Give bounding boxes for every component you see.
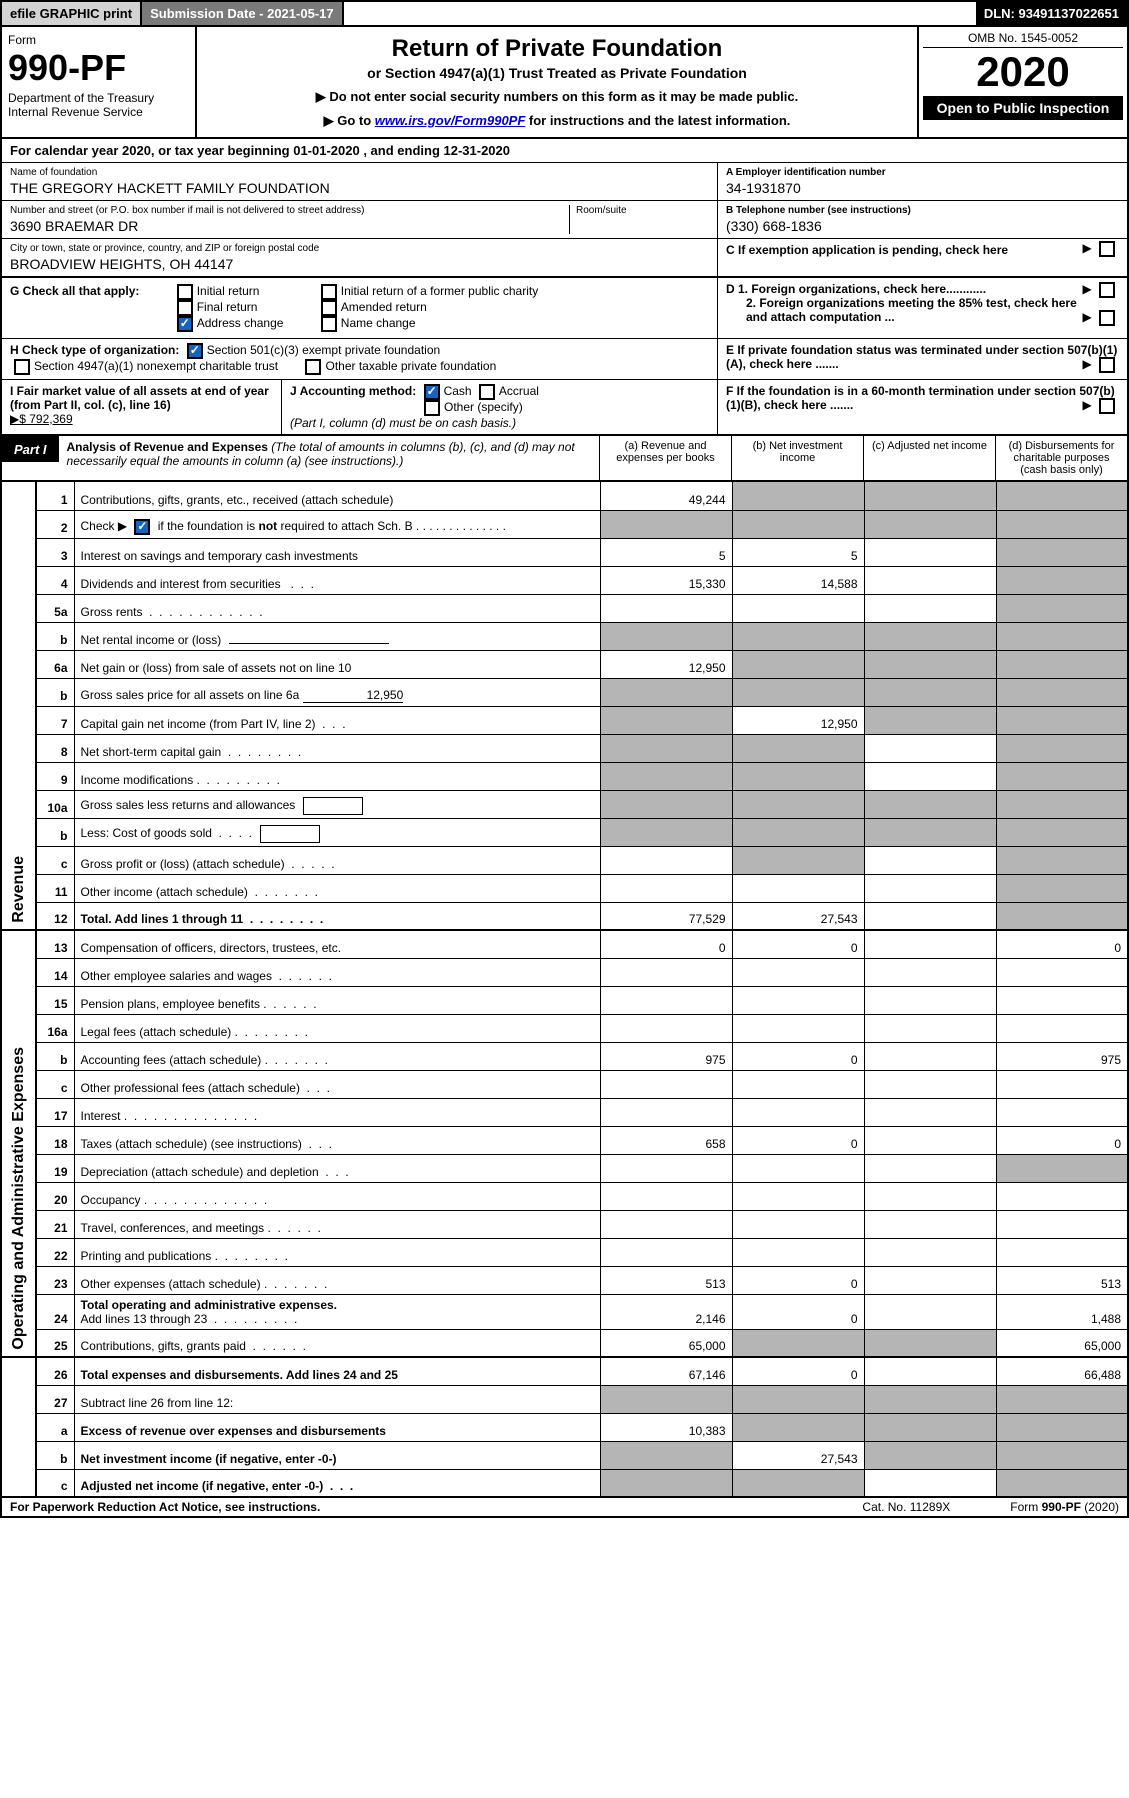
top-bar: efile GRAPHIC print Submission Date - 20… [0,0,1129,27]
f-check[interactable] [1099,398,1115,414]
col-b: (b) Net investment income [731,436,863,480]
name-cell: Name of foundation THE GREGORY HACKETT F… [2,163,717,201]
revenue-side: Revenue [10,856,28,923]
form-label: Form [8,33,189,47]
submission-date: Submission Date - 2021-05-17 [142,2,344,25]
h-block: H Check type of organization: Section 50… [2,339,717,379]
h1-check[interactable] [187,343,203,359]
city-cell: City or town, state or province, country… [2,239,717,276]
addr-cell: Number and street (or P.O. box number if… [2,201,717,239]
col-c: (c) Adjusted net income [863,436,995,480]
f-block: F If the foundation is in a 60-month ter… [717,380,1127,434]
info-block: Name of foundation THE GREGORY HACKETT F… [0,162,1129,278]
col-a: (a) Revenue and expenses per books [599,436,731,480]
schb-check[interactable] [134,519,150,535]
dln: DLN: 93491137022651 [976,2,1127,25]
g-block: G Check all that apply: Initial return F… [2,278,717,338]
j-accrual-check[interactable] [479,384,495,400]
open-public: Open to Public Inspection [923,96,1123,120]
g-name-check[interactable] [321,316,337,332]
col-d: (d) Disbursements for charitable purpose… [995,436,1127,480]
dept: Department of the Treasury Internal Reve… [8,91,189,119]
instructions-link[interactable]: www.irs.gov/Form990PF [375,113,526,128]
subtitle: or Section 4947(a)(1) Trust Treated as P… [205,65,909,81]
form-number: 990-PF [8,47,189,89]
tel-cell: B Telephone number (see instructions) (3… [718,201,1127,239]
g-initial-pub-check[interactable] [321,284,337,300]
g-amended-check[interactable] [321,300,337,316]
form-header: Form 990-PF Department of the Treasury I… [0,27,1129,139]
title: Return of Private Foundation [205,35,909,63]
g-initial-check[interactable] [177,284,193,300]
omb: OMB No. 1545-0052 [923,31,1123,48]
g-addr-check[interactable] [177,316,193,332]
ex-check[interactable] [1099,241,1115,257]
e-check[interactable] [1099,357,1115,373]
note2: ▶ Go to www.irs.gov/Form990PF for instru… [205,113,909,129]
d2-check[interactable] [1099,310,1115,326]
note1: ▶ Do not enter social security numbers o… [205,89,909,105]
ein-cell: A Employer identification number 34-1931… [718,163,1127,201]
expenses-side: Operating and Administrative Expenses [10,1047,28,1350]
g-final-check[interactable] [177,300,193,316]
e-block: E If private foundation status was termi… [717,339,1127,379]
part1-label: Part I [2,436,59,462]
d1-check[interactable] [1099,282,1115,298]
j-other-check[interactable] [424,400,440,416]
efile-label[interactable]: efile GRAPHIC print [2,2,142,25]
j-cash-check[interactable] [424,384,440,400]
i-block: I Fair market value of all assets at end… [2,380,282,434]
calendar-year: For calendar year 2020, or tax year begi… [0,139,1129,162]
exemption-cell: C If exemption application is pending, c… [718,239,1127,261]
footer: For Paperwork Reduction Act Notice, see … [0,1498,1129,1518]
d-block: D 1. Foreign organizations, check here..… [717,278,1127,338]
part1-header: Part I Analysis of Revenue and Expenses … [0,436,1129,482]
h3-check[interactable] [305,359,321,375]
revenue-table: Revenue 1Contributions, gifts, grants, e… [0,482,1129,1498]
h2-check[interactable] [14,359,30,375]
j-block: J Accounting method: Cash Accrual Other … [282,380,717,434]
year: 2020 [923,48,1123,96]
